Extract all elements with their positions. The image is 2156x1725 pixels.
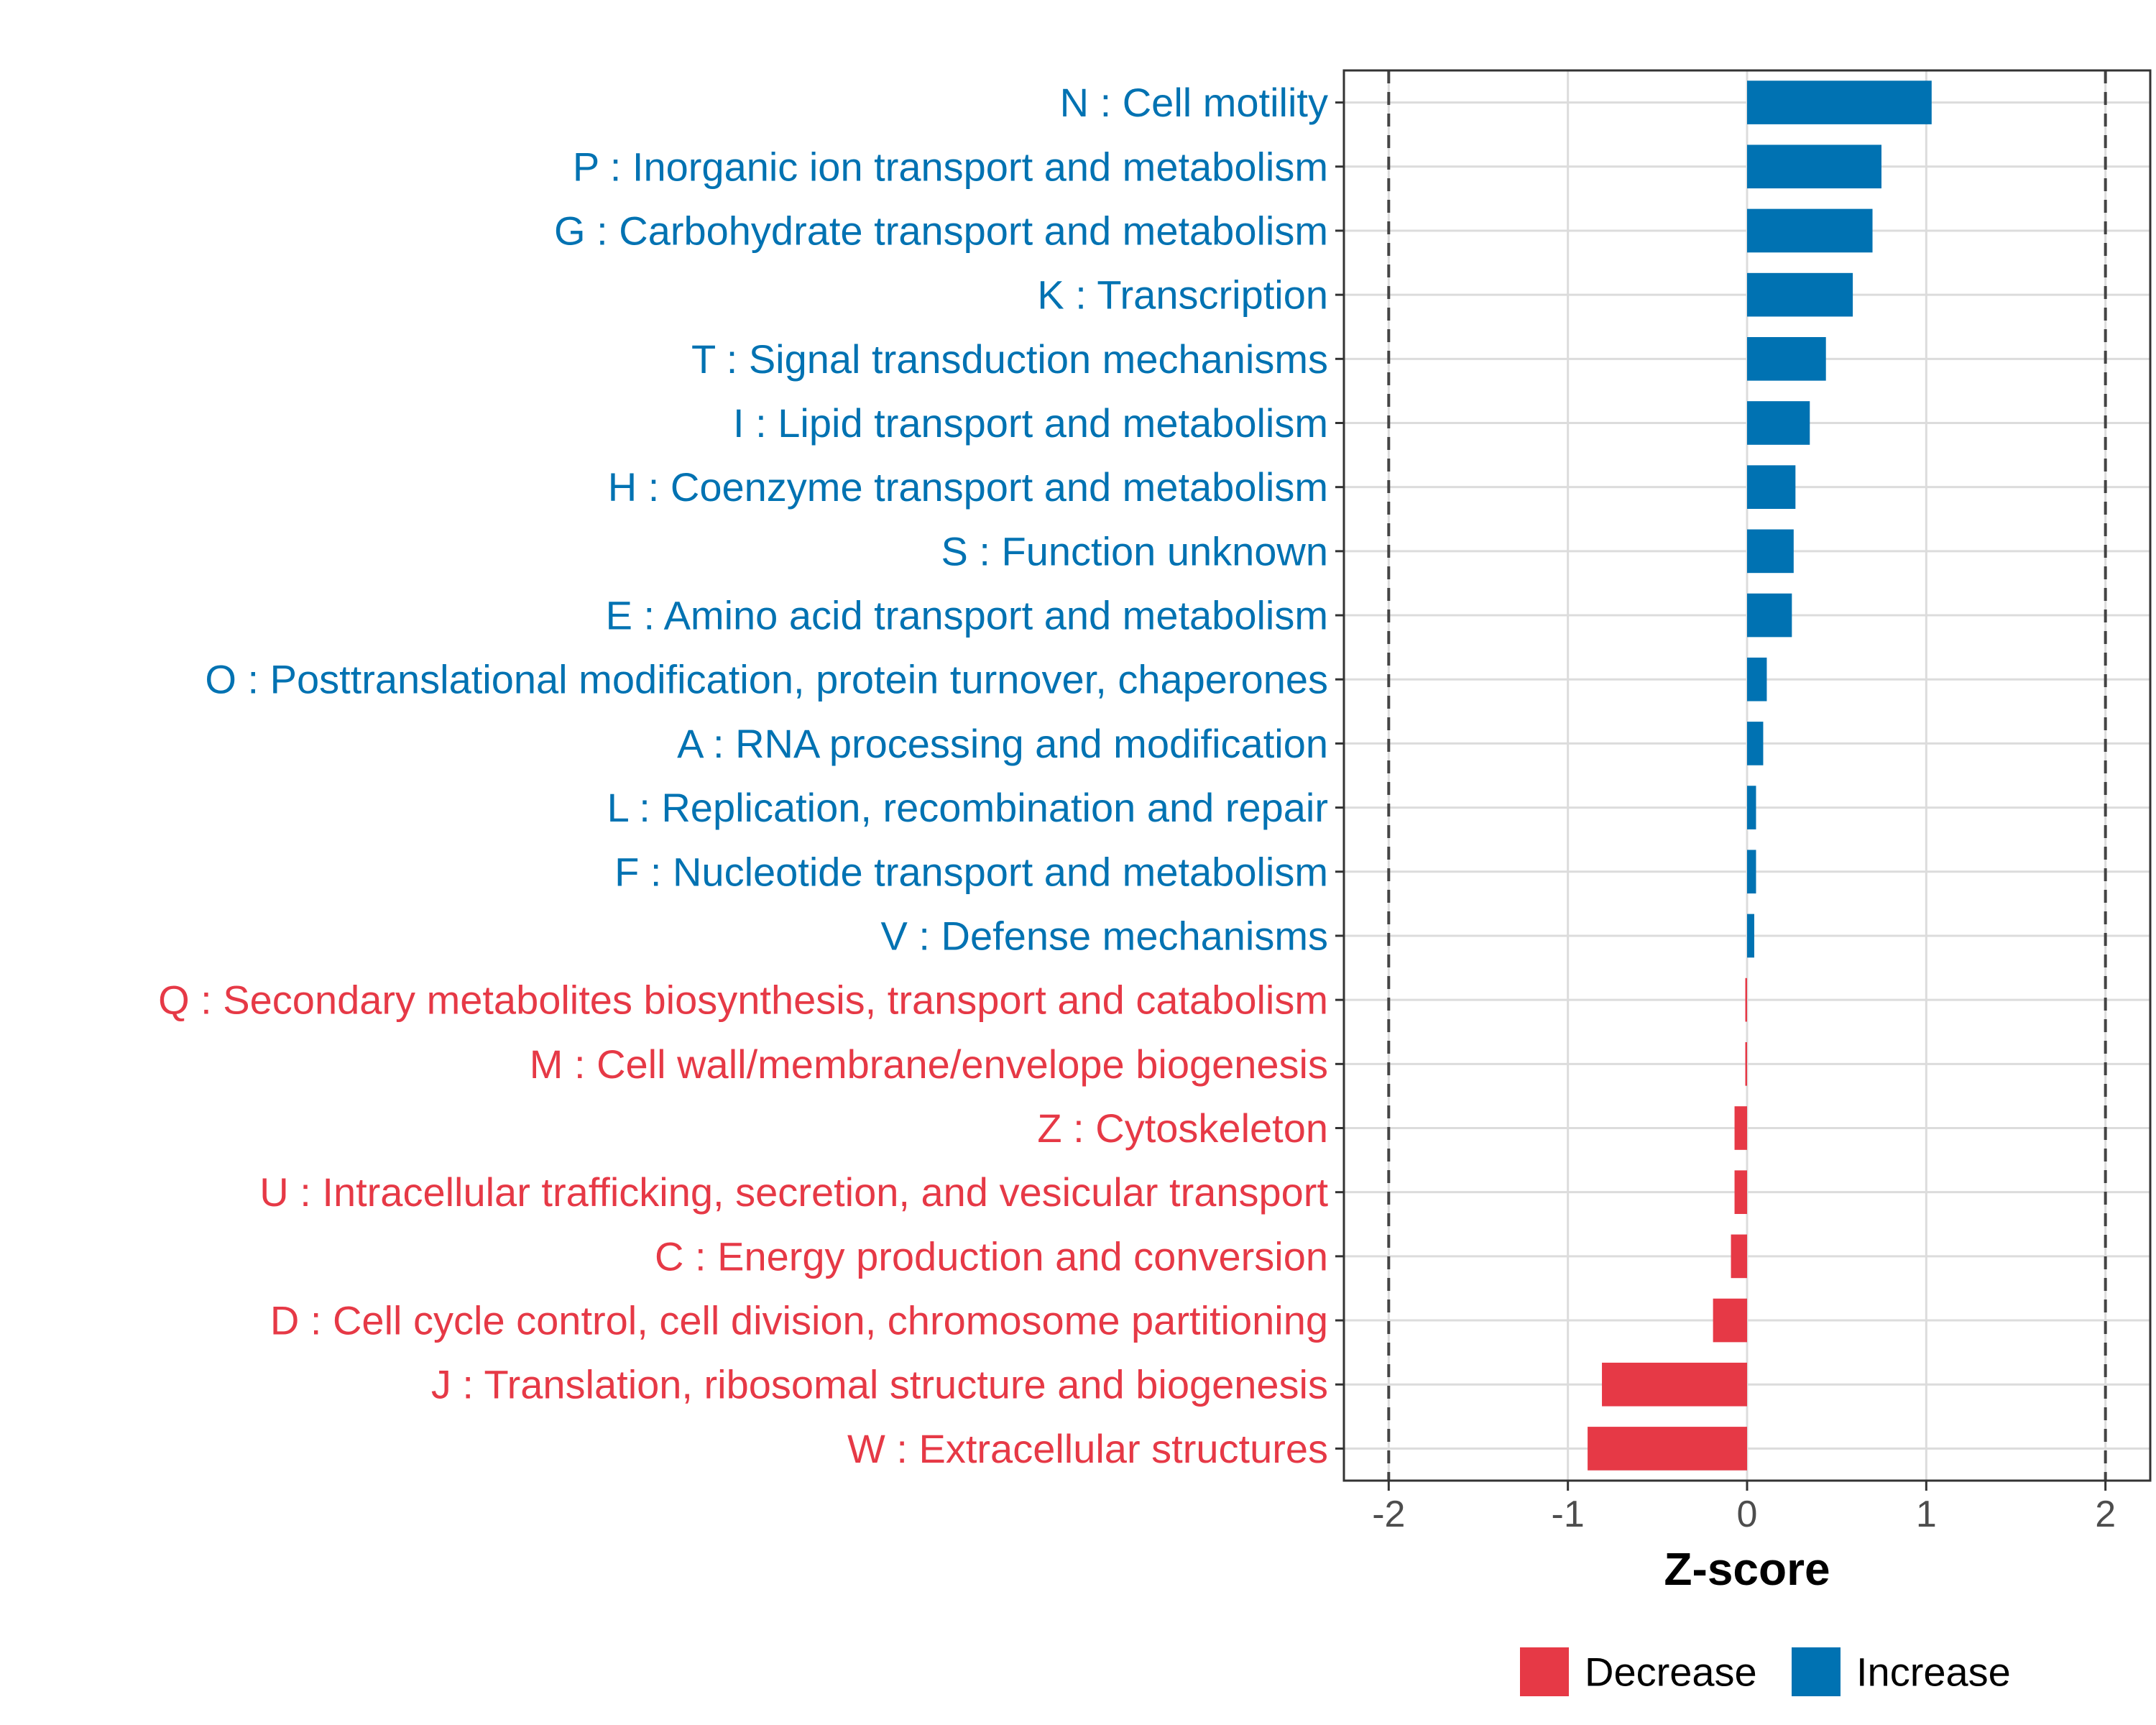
category-label: N : Cell motility bbox=[1060, 80, 1328, 125]
bar bbox=[1747, 529, 1794, 574]
category-label: E : Amino acid transport and metabolism bbox=[606, 593, 1328, 638]
category-label: P : Inorganic ion transport and metaboli… bbox=[573, 144, 1328, 189]
category-label: H : Coenzyme transport and metabolism bbox=[608, 464, 1328, 510]
category-label: W : Extracellular structures bbox=[847, 1426, 1328, 1471]
category-label: D : Cell cycle control, cell division, c… bbox=[270, 1298, 1328, 1343]
category-label: J : Translation, ribosomal structure and… bbox=[431, 1362, 1328, 1407]
reference-lines bbox=[1387, 70, 2107, 1481]
bar bbox=[1747, 336, 1826, 381]
category-label: F : Nucleotide transport and metabolism bbox=[614, 849, 1328, 894]
category-label: O : Posttranslational modification, prot… bbox=[205, 657, 1328, 702]
bar bbox=[1747, 144, 1881, 189]
category-label: C : Energy production and conversion bbox=[655, 1233, 1328, 1279]
category-tick-marks bbox=[1335, 101, 1344, 1450]
bar bbox=[1734, 1170, 1747, 1215]
bar bbox=[1747, 272, 1853, 317]
legend-key-decrease bbox=[1520, 1647, 1569, 1696]
bar bbox=[1747, 914, 1754, 958]
category-label: U : Intracellular trafficking, secretion… bbox=[259, 1169, 1328, 1215]
bar bbox=[1747, 208, 1873, 253]
category-label: A : RNA processing and modification bbox=[677, 721, 1328, 766]
bar bbox=[1747, 593, 1792, 638]
category-label: S : Function unknown bbox=[941, 528, 1328, 574]
legend: Decrease Increase bbox=[1520, 1647, 2011, 1696]
x-tick-label: 0 bbox=[1737, 1494, 1758, 1535]
x-tick-label: 2 bbox=[2095, 1494, 2116, 1535]
legend-key-increase bbox=[1792, 1647, 1841, 1696]
category-label: G : Carbohydrate transport and metabolis… bbox=[554, 208, 1328, 253]
x-tick-label: -1 bbox=[1552, 1494, 1585, 1535]
bar bbox=[1747, 850, 1756, 894]
legend-label-decrease: Decrease bbox=[1585, 1650, 1757, 1695]
category-label: V : Defense mechanisms bbox=[881, 913, 1328, 958]
category-label: Q : Secondary metabolites biosynthesis, … bbox=[158, 978, 1328, 1023]
bar bbox=[1747, 80, 1932, 124]
x-axis-title: Z-score bbox=[1664, 1543, 1830, 1595]
bar bbox=[1747, 786, 1756, 829]
bar bbox=[1602, 1362, 1747, 1407]
bar bbox=[1745, 978, 1747, 1022]
category-label: Z : Cytoskeleton bbox=[1037, 1105, 1328, 1151]
bar bbox=[1747, 465, 1796, 510]
bar bbox=[1745, 1041, 1747, 1086]
x-tick-label: -2 bbox=[1372, 1494, 1405, 1535]
bar bbox=[1747, 401, 1810, 445]
bar bbox=[1731, 1234, 1747, 1279]
category-label: K : Transcription bbox=[1037, 272, 1328, 318]
category-label: M : Cell wall/membrane/envelope biogenes… bbox=[530, 1041, 1328, 1087]
category-label: T : Signal transduction mechanisms bbox=[691, 336, 1328, 382]
x-axis-ticks: -2 -1 0 1 2 bbox=[1372, 1481, 2116, 1535]
x-tick-label: 1 bbox=[1916, 1494, 1937, 1535]
bar-layer bbox=[1588, 80, 1932, 1471]
bar bbox=[1734, 1106, 1747, 1150]
bar bbox=[1747, 722, 1764, 765]
bar bbox=[1747, 657, 1767, 702]
bar bbox=[1588, 1427, 1747, 1471]
category-label: L : Replication, recombination and repai… bbox=[607, 785, 1328, 830]
legend-label-increase: Increase bbox=[1856, 1650, 2011, 1695]
category-label: I : Lipid transport and metabolism bbox=[733, 400, 1328, 446]
bar bbox=[1713, 1298, 1747, 1343]
category-labels: N : Cell motility P : Inorganic ion trans… bbox=[158, 80, 1328, 1471]
